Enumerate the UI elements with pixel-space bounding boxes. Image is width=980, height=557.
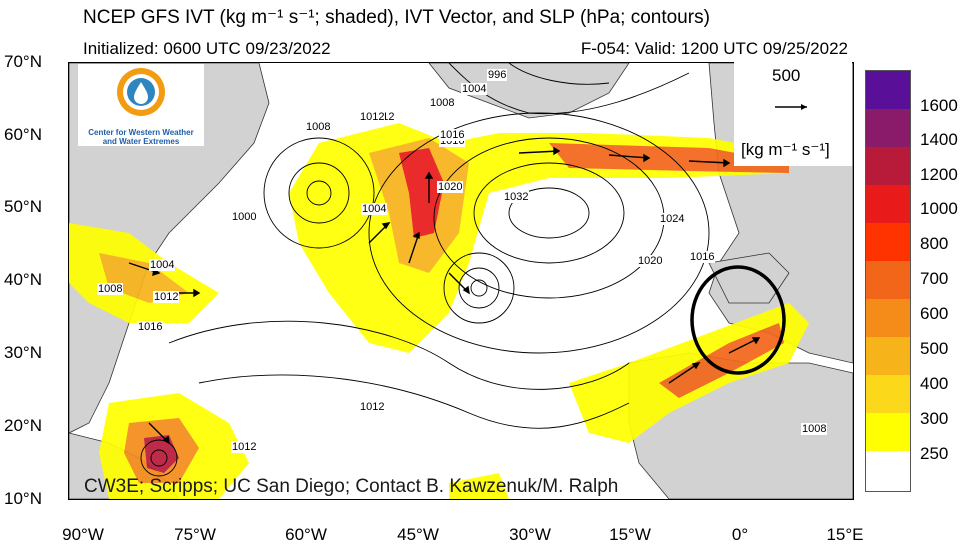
reference-vector-box bbox=[734, 62, 852, 166]
slp-contour-hurricane bbox=[150, 449, 168, 467]
land-iberia bbox=[708, 252, 790, 304]
cw3e-logo-icon bbox=[117, 68, 165, 116]
colorbar-label: 1600 bbox=[920, 96, 958, 115]
logo-line-2: and Water Extremes bbox=[102, 137, 180, 146]
colorbar-label: 500 bbox=[920, 339, 949, 358]
colorbar-label: 600 bbox=[920, 304, 949, 323]
lon-label-15e: 15°E bbox=[826, 525, 864, 544]
land-greenland bbox=[428, 63, 630, 119]
ivt-shade-northern-jet bbox=[549, 143, 789, 173]
lat-label-20: 20°N bbox=[4, 416, 42, 435]
lon-label-30w: 30°W bbox=[509, 525, 551, 544]
lat-label-40: 40°N bbox=[4, 270, 42, 289]
colorbar-swatch bbox=[866, 71, 910, 109]
contour-label: 1012 bbox=[359, 401, 386, 413]
contour-label: 1032 bbox=[503, 191, 530, 203]
contour-label: 1016 bbox=[137, 321, 164, 333]
lat-label-10: 10°N bbox=[4, 489, 42, 508]
contour-label: 1008 bbox=[429, 97, 456, 109]
slp-contour-low-mid-3 bbox=[443, 252, 515, 324]
colorbar-swatch bbox=[866, 375, 910, 413]
slp-contour-north-2 bbox=[508, 63, 610, 85]
highlight-ellipse bbox=[690, 265, 786, 375]
colorbar-label: 700 bbox=[920, 269, 949, 288]
initialized-label: Initialized: 0600 UTC 09/23/2022 bbox=[83, 39, 331, 58]
colorbar-swatch bbox=[866, 109, 910, 147]
colorbar-swatch bbox=[866, 223, 910, 261]
logo-text: Center for Western Weather and Water Ext… bbox=[78, 128, 204, 146]
cw3e-logo: Center for Western Weather and Water Ext… bbox=[78, 64, 204, 146]
lat-label-50: 50°N bbox=[4, 197, 42, 216]
slp-contour-low-north-3 bbox=[263, 137, 375, 249]
lon-label-15w: 15°W bbox=[609, 525, 651, 544]
slp-contour-high-2 bbox=[473, 162, 625, 264]
slp-contour-high-1 bbox=[508, 187, 590, 239]
ivt-vector bbox=[518, 150, 560, 154]
lon-label-45w: 45°W bbox=[397, 525, 439, 544]
contour-label: 1004 bbox=[149, 259, 176, 271]
contour-label: 1004 bbox=[461, 83, 488, 95]
contour-label: 1008 bbox=[801, 423, 828, 435]
colorbar-swatch bbox=[866, 185, 910, 223]
contour-label: 1016 bbox=[689, 251, 716, 263]
slp-contour-low-north-2 bbox=[288, 162, 350, 224]
colorbar-swatch bbox=[866, 451, 910, 491]
slp-contour-subtropical bbox=[168, 320, 630, 390]
contour-label: 1012 bbox=[359, 111, 386, 123]
slp-contour-low-mid bbox=[470, 279, 488, 297]
reference-vector-units: [kg m⁻¹ s⁻¹] bbox=[741, 140, 830, 159]
contour-label: 1000 bbox=[231, 211, 258, 223]
slp-contour-hurricane-2 bbox=[140, 439, 178, 477]
ivt-shade-plume-max bbox=[399, 148, 444, 238]
colorbar-swatch bbox=[866, 261, 910, 299]
contour-label: 996 bbox=[487, 69, 508, 81]
map-title: NCEP GFS IVT (kg m⁻¹ s⁻¹; shaded), IVT V… bbox=[83, 7, 710, 28]
credit-text: CW3E; Scripps; UC San Diego; Contact B. … bbox=[84, 476, 619, 497]
colorbar-swatch bbox=[866, 337, 910, 375]
ivt-vector bbox=[688, 160, 730, 164]
colorbar-label: 1400 bbox=[920, 130, 958, 149]
colorbar-label: 400 bbox=[920, 374, 949, 393]
lat-label-30: 30°N bbox=[4, 343, 42, 362]
contour-label: 1012 bbox=[153, 291, 180, 303]
slp-contour-low-north bbox=[306, 180, 332, 206]
contour-label: 1016 bbox=[439, 129, 466, 141]
lat-label-60: 60°N bbox=[4, 125, 42, 144]
lon-label-75w: 75°W bbox=[174, 525, 216, 544]
reference-vector-magnitude: 500 bbox=[772, 66, 801, 85]
contour-label: 1024 bbox=[659, 213, 686, 225]
colorbar bbox=[865, 70, 911, 492]
lon-label-0: 0° bbox=[731, 525, 749, 544]
reference-vector-arrow bbox=[775, 104, 807, 110]
contour-label: 1004 bbox=[361, 203, 388, 215]
colorbar-label: 300 bbox=[920, 409, 949, 428]
contour-label: 1008 bbox=[97, 283, 124, 295]
colorbar-swatch bbox=[866, 147, 910, 185]
colorbar-label: 250 bbox=[920, 444, 949, 463]
slp-contour-subtropical-2 bbox=[198, 374, 630, 429]
ivt-vector bbox=[608, 154, 650, 159]
contour-label: 1020 bbox=[637, 255, 664, 267]
contour-label: 1012 bbox=[231, 441, 258, 453]
colorbar-swatch bbox=[866, 299, 910, 337]
lon-label-90w: 90°W bbox=[62, 525, 104, 544]
colorbar-label: 1200 bbox=[920, 165, 958, 184]
lon-label-60w: 60°W bbox=[285, 525, 327, 544]
valid-time-label: F-054: Valid: 1200 UTC 09/25/2022 bbox=[580, 39, 848, 58]
colorbar-label: 800 bbox=[920, 234, 949, 253]
colorbar-label: 1000 bbox=[920, 199, 958, 218]
contour-label: 1020 bbox=[437, 181, 464, 193]
slp-contour-low-mid-2 bbox=[458, 267, 500, 309]
contour-label: 1008 bbox=[305, 121, 332, 133]
lat-label-70: 70°N bbox=[4, 52, 42, 71]
logo-line-1: Center for Western Weather bbox=[88, 128, 194, 137]
colorbar-swatch bbox=[866, 413, 910, 451]
slp-contour-high-4 bbox=[368, 112, 710, 354]
ivt-shade-small-plume bbox=[449, 473, 509, 499]
